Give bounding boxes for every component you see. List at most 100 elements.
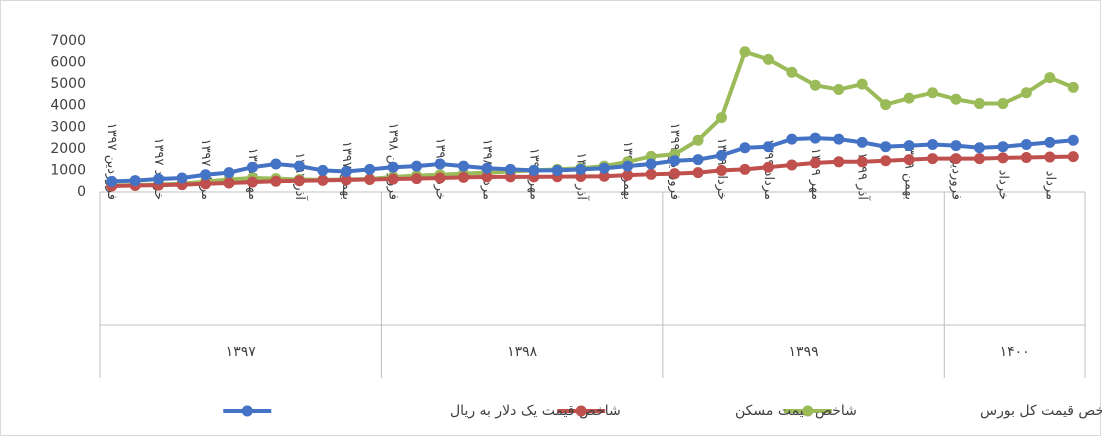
x-tick-label: فروردین ۱۳۹۸: [386, 123, 401, 200]
legend-label: شاخص قیمت مسکن: [735, 403, 857, 419]
data-point: [270, 158, 282, 170]
data-point: [106, 175, 118, 187]
data-point: [293, 175, 305, 187]
data-point: [692, 134, 704, 146]
data-point: [458, 171, 470, 183]
data-point: [856, 136, 868, 148]
data-point: [223, 177, 235, 189]
data-point: [692, 167, 704, 179]
data-point: [176, 172, 188, 184]
data-point: [762, 161, 774, 173]
data-point: [223, 167, 235, 179]
data-point: [927, 139, 939, 151]
data-point: [833, 84, 845, 96]
data-point: [598, 162, 610, 174]
data-point: [434, 172, 446, 184]
data-point: [317, 174, 329, 186]
data-point: [786, 159, 798, 171]
data-point: [504, 171, 516, 183]
data-point: [762, 53, 774, 65]
data-point: [786, 66, 798, 78]
data-point: [411, 160, 423, 172]
data-point: [1067, 151, 1079, 163]
data-point: [1044, 151, 1056, 163]
y-tick-label: 4000: [50, 98, 86, 114]
data-point: [1044, 136, 1056, 148]
y-tick-label: 1000: [50, 162, 86, 178]
data-point: [622, 169, 634, 181]
data-point: [856, 78, 868, 90]
data-point: [833, 133, 845, 145]
data-point: [715, 149, 727, 161]
x-tick-label: خرداد: [995, 170, 1010, 200]
legend-marker: [802, 405, 814, 417]
y-tick-label: 0: [77, 184, 86, 200]
data-point: [364, 173, 376, 185]
data-point: [1020, 87, 1032, 99]
data-point: [481, 171, 493, 183]
data-point: [340, 166, 352, 178]
legend-label: شاخص قیمت کل بورس: [980, 403, 1102, 419]
data-point: [1067, 134, 1079, 146]
data-point: [927, 87, 939, 99]
data-point: [200, 178, 212, 190]
data-point: [575, 163, 587, 175]
y-tick-label: 5000: [50, 76, 86, 92]
legend-marker: [241, 405, 253, 417]
data-point: [200, 169, 212, 181]
data-point: [387, 173, 399, 185]
data-point: [692, 154, 704, 166]
data-point: [762, 141, 774, 153]
data-point: [950, 140, 962, 152]
data-point: [973, 98, 985, 110]
data-point: [340, 174, 352, 186]
data-point: [973, 142, 985, 154]
data-point: [1044, 72, 1056, 84]
y-tick-label: 3000: [50, 119, 86, 135]
data-point: [833, 156, 845, 168]
data-point: [997, 98, 1009, 110]
data-point: [973, 153, 985, 165]
data-point: [950, 153, 962, 165]
data-point: [129, 175, 141, 187]
data-point: [411, 173, 423, 185]
data-point: [1020, 151, 1032, 163]
group-label: ۱۳۹۷: [226, 344, 257, 360]
data-point: [739, 46, 751, 58]
data-point: [293, 160, 305, 172]
data-point: [669, 155, 681, 167]
legend-label: شاخص قیمت یک دلار به ریال: [450, 403, 621, 419]
data-point: [927, 153, 939, 165]
group-label: ۱۳۹۹: [789, 344, 819, 360]
data-point: [1020, 139, 1032, 151]
x-tick-label: مهر ۱۳۹۹: [808, 148, 823, 200]
data-point: [317, 164, 329, 176]
data-point: [903, 92, 915, 104]
data-point: [880, 99, 892, 111]
data-point: [880, 141, 892, 153]
data-point: [551, 164, 563, 176]
data-point: [739, 163, 751, 175]
group-label: ۱۳۹۸: [507, 344, 538, 360]
data-point: [809, 157, 821, 169]
y-tick-label: 6000: [50, 55, 86, 71]
x-tick-label: فروردین: [949, 155, 964, 200]
data-point: [622, 160, 634, 172]
data-point: [246, 161, 258, 173]
data-point: [481, 162, 493, 174]
data-point: [246, 176, 258, 188]
data-point: [645, 158, 657, 170]
x-tick-label: مرداد: [1042, 171, 1057, 200]
data-point: [715, 112, 727, 124]
data-point: [786, 133, 798, 145]
group-label: ۱۴۰۰: [1000, 344, 1030, 360]
legend-marker: [575, 405, 587, 417]
y-tick-label: 2000: [50, 141, 86, 157]
x-tick-label: خرداد ۱۳۹۷: [151, 138, 166, 200]
data-point: [950, 93, 962, 105]
data-point: [903, 154, 915, 166]
data-point: [856, 156, 868, 168]
